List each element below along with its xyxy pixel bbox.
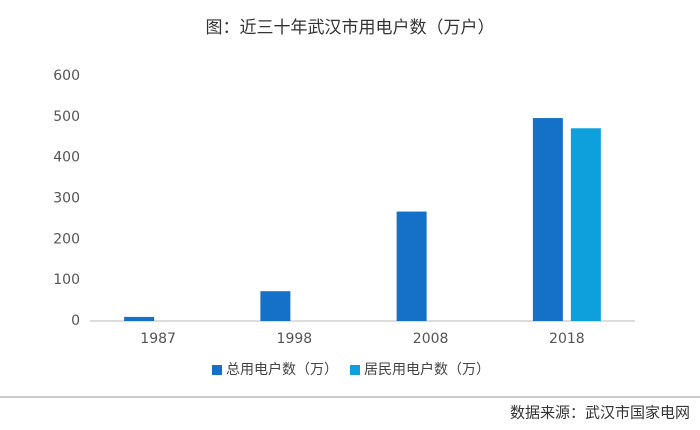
y-tick-label: 200 <box>53 231 80 247</box>
bar <box>570 128 601 321</box>
legend-label: 居民用电户数（万） <box>364 361 490 378</box>
y-tick-label: 300 <box>53 191 80 207</box>
y-tick-label: 500 <box>53 109 80 125</box>
y-tick-label: 600 <box>53 68 80 84</box>
y-tick-label: 400 <box>53 150 80 166</box>
bar <box>396 211 427 321</box>
bar <box>532 118 563 321</box>
legend-swatch <box>350 365 360 375</box>
y-tick-label: 0 <box>71 313 80 329</box>
y-tick-label: 100 <box>53 272 80 288</box>
x-tick-label: 1987 <box>140 331 176 347</box>
legend-swatch <box>212 365 222 375</box>
bar <box>124 316 155 321</box>
source-note: 数据来源：武汉市国家电网 <box>510 404 690 422</box>
chart-title: 图：近三十年武汉市用电户数（万户） <box>206 18 495 38</box>
legend-label: 总用电户数（万） <box>226 361 338 378</box>
x-tick-label: 2018 <box>549 331 585 347</box>
x-tick-label: 1998 <box>277 331 313 347</box>
x-tick-label: 2008 <box>413 331 449 347</box>
bar <box>260 291 291 321</box>
